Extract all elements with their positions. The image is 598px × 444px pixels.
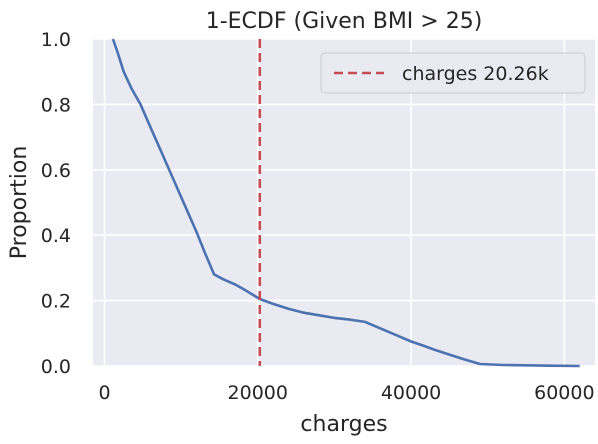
y-tick-label: 0.4 bbox=[41, 225, 71, 247]
x-axis-label: charges bbox=[300, 412, 387, 437]
x-tick-label: 0 bbox=[98, 382, 110, 404]
legend: charges 20.26k bbox=[320, 52, 586, 94]
x-tick-label: 20000 bbox=[228, 382, 288, 404]
x-tick-label: 40000 bbox=[381, 382, 441, 404]
y-tick-label: 0.8 bbox=[41, 94, 71, 116]
legend-threshold-label: charges 20.26k bbox=[402, 63, 549, 85]
tick-labels: 0 20000 40000 60000 0.0 0.2 0.4 0.6 0.8 1.0 bbox=[41, 29, 595, 404]
y-tick-label: 0.2 bbox=[41, 291, 71, 313]
x-tick-label: 60000 bbox=[534, 382, 594, 404]
y-axis-label: Proportion bbox=[7, 146, 32, 260]
series-layer bbox=[111, 38, 580, 368]
legend-box bbox=[320, 52, 586, 94]
chart-title: 1-ECDF (Given BMI > 25) bbox=[206, 9, 483, 34]
ecdf-series-line bbox=[111, 38, 580, 368]
y-tick-label: 0.6 bbox=[41, 160, 71, 182]
y-tick-label: 0.0 bbox=[41, 356, 71, 378]
y-tick-label: 1.0 bbox=[41, 29, 71, 51]
